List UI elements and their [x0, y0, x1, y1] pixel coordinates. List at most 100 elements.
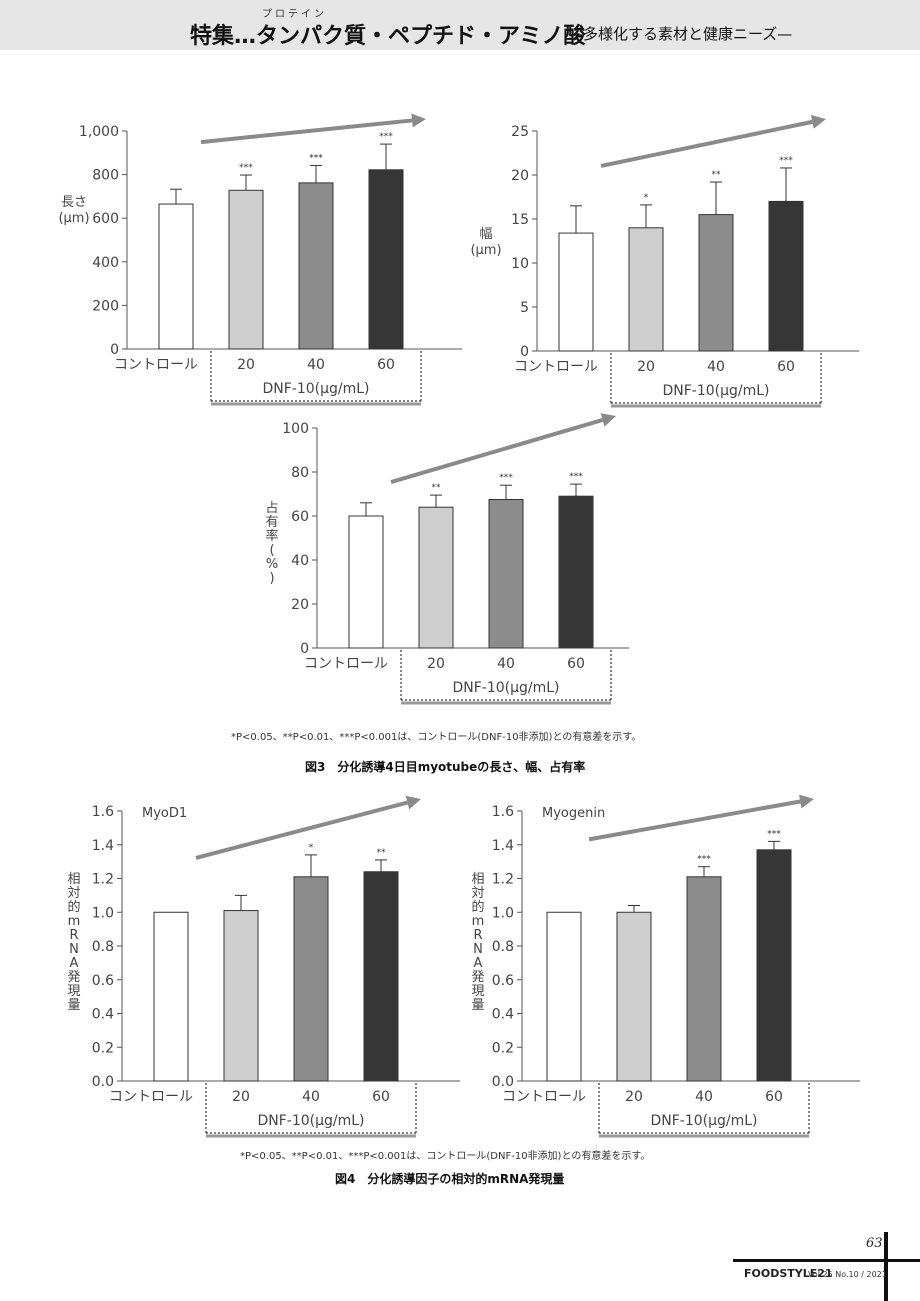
bar: [418, 506, 454, 649]
y-tick-label: 0.4: [492, 1007, 514, 1023]
bar: [153, 911, 189, 1082]
panel-label: MyoD1: [142, 806, 187, 821]
y-tick-label: 1,000: [79, 124, 119, 140]
x-tick-label: 20: [625, 1089, 643, 1105]
y-tick-label: 1.6: [92, 804, 114, 820]
volume-info: Vol.25 No.10 / 2021: [808, 1270, 887, 1279]
bar: [698, 214, 734, 352]
trend-arrow-line: [200, 118, 413, 145]
group-label: DNF-10(μg/mL): [257, 1113, 364, 1129]
bar: [223, 910, 259, 1082]
bar: [768, 200, 804, 352]
header-subtitle: —多様化する素材と健康ニーズ—: [568, 25, 793, 43]
y-tick-label: 0.2: [492, 1040, 514, 1056]
page-number: 63: [866, 1236, 883, 1251]
y-tick-label: 0: [300, 641, 309, 657]
bar: [558, 495, 594, 649]
significance-mark: ***: [767, 829, 781, 839]
y-tick-label: 0: [110, 342, 119, 358]
significance-mark: **: [377, 848, 387, 858]
trend-arrow-head: [810, 115, 826, 129]
bar-chart-length: 0 200 400 600 800 1,000 長さ(μm) コントロール *** 20 *** 40…: [58, 113, 462, 406]
bar: [363, 871, 399, 1082]
header-band: プロテイン 特集…タンパク質・ペプチド・アミノ酸 —多様化する素材と健康ニーズ—: [0, 0, 920, 50]
trend-arrow-line: [600, 119, 813, 168]
y-tick-label: 0.4: [92, 1007, 114, 1023]
y-axis-label: 幅(μm): [470, 227, 501, 258]
y-tick-label: 0.6: [92, 973, 114, 989]
footer-rule-vertical: [884, 1232, 888, 1301]
y-tick-label: 800: [92, 168, 119, 184]
y-axis-label: 占有率(%): [265, 501, 278, 586]
y-tick-label: 1.2: [92, 872, 114, 888]
y-tick-label: 0.8: [92, 939, 114, 955]
y-tick-label: 1.4: [92, 838, 114, 854]
y-tick-label: 25: [511, 124, 529, 140]
y-tick-label: 20: [511, 168, 529, 184]
y-tick-label: 0.6: [492, 973, 514, 989]
x-tick-label: コントロール: [502, 1089, 586, 1105]
bar: [756, 849, 792, 1082]
bar: [488, 499, 524, 649]
fig3-significance-note: *P<0.05、**P<0.01、***P<0.001は、コントロール(DNF-…: [231, 732, 642, 743]
y-tick-label: 60: [291, 509, 309, 525]
significance-mark: ***: [569, 472, 583, 482]
x-tick-label: 20: [232, 1089, 250, 1105]
bar: [546, 911, 582, 1082]
bar: [158, 203, 194, 350]
y-axis-label: 相対的 m R N A 発現量: [471, 872, 484, 1013]
x-tick-label: コントロール: [109, 1089, 193, 1105]
fig4-significance-note: *P<0.05、**P<0.01、***P<0.001は、コントロール(DNF-…: [240, 1151, 651, 1162]
y-tick-label: 80: [291, 465, 309, 481]
bar: [293, 876, 329, 1082]
x-tick-label: 60: [777, 359, 795, 375]
bar: [368, 169, 404, 350]
x-tick-label: 60: [567, 656, 585, 672]
y-tick-label: 400: [92, 255, 119, 271]
x-tick-label: 60: [377, 357, 395, 373]
header-title: 特集…タンパク質・ペプチド・アミノ酸: [190, 24, 586, 49]
y-tick-label: 600: [92, 211, 119, 227]
bar: [616, 911, 652, 1082]
x-tick-label: 40: [302, 1089, 320, 1105]
x-tick-label: 60: [765, 1089, 783, 1105]
group-label: DNF-10(μg/mL): [452, 680, 559, 696]
significance-mark: **: [712, 170, 722, 180]
y-tick-label: 200: [92, 298, 119, 314]
significance-mark: ***: [499, 473, 513, 483]
y-tick-label: 0.8: [492, 939, 514, 955]
x-tick-label: 40: [695, 1089, 713, 1105]
x-tick-label: 40: [307, 357, 325, 373]
bar: [228, 189, 264, 350]
significance-mark: ***: [697, 855, 711, 865]
y-tick-label: 1.4: [492, 838, 514, 854]
x-tick-label: コントロール: [304, 656, 388, 672]
y-axis-label: 相対的 m R N A 発現量: [67, 872, 80, 1013]
significance-mark: **: [432, 483, 442, 493]
x-tick-label: 40: [497, 656, 515, 672]
bar: [686, 876, 722, 1082]
y-tick-label: 1.2: [492, 872, 514, 888]
trend-arrow-line: [195, 800, 408, 860]
trend-arrow-line: [390, 418, 604, 485]
y-tick-label: 10: [511, 256, 529, 272]
x-tick-label: コントロール: [514, 359, 598, 375]
fig4-caption: 図4 分化誘導因子の相対的mRNA発現量: [335, 1172, 565, 1186]
significance-mark: ***: [239, 163, 253, 173]
y-tick-label: 40: [291, 553, 309, 569]
bar: [558, 232, 594, 352]
trend-arrow-head: [799, 795, 814, 809]
significance-mark: ***: [309, 153, 323, 163]
group-label: DNF-10(μg/mL): [650, 1113, 757, 1129]
group-label: DNF-10(μg/mL): [262, 381, 369, 397]
y-tick-label: 5: [520, 300, 529, 316]
group-label: DNF-10(μg/mL): [662, 383, 769, 399]
y-tick-label: 15: [511, 212, 529, 228]
trend-arrow-head: [600, 413, 616, 427]
bar: [298, 182, 334, 350]
header-ruby: プロテイン: [262, 9, 327, 20]
y-tick-label: 0.0: [92, 1074, 114, 1090]
y-tick-label: 1.0: [92, 905, 114, 921]
significance-mark: *: [644, 193, 649, 203]
bar-chart-myogenin: 0.0 0.2 0.4 0.6 0.8 1.0 1.2 1.4 1.6 相対的 m R N A 発現量 Myo…: [471, 795, 860, 1138]
